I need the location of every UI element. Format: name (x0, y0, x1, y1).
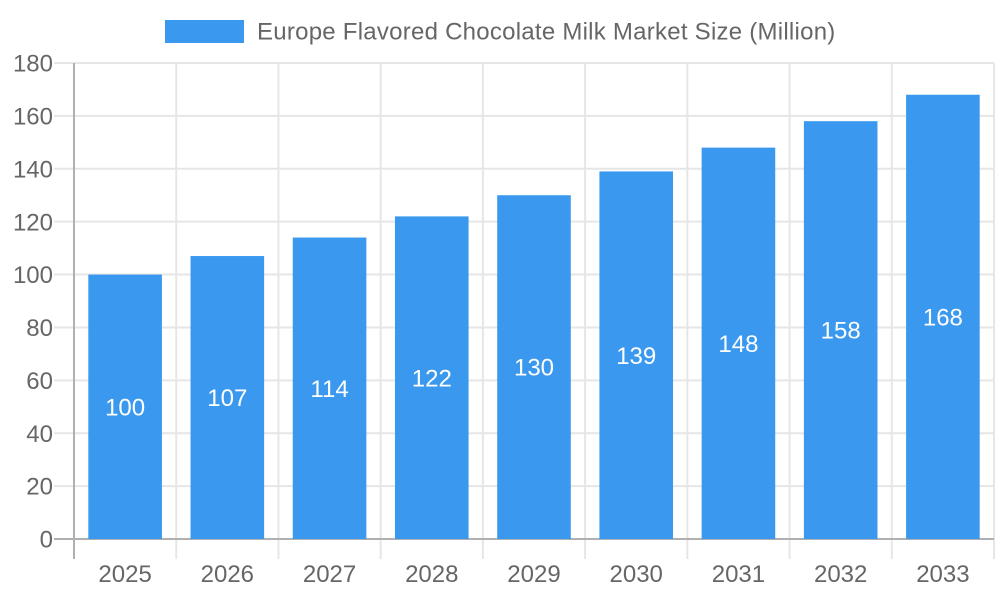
svg-text:2028: 2028 (405, 561, 458, 588)
svg-text:180: 180 (13, 51, 53, 78)
svg-text:20: 20 (26, 474, 53, 501)
svg-text:2031: 2031 (712, 561, 765, 588)
svg-text:2026: 2026 (201, 561, 254, 588)
svg-text:2025: 2025 (98, 561, 151, 588)
svg-text:100: 100 (13, 262, 53, 289)
svg-text:80: 80 (26, 315, 53, 342)
svg-text:Europe Flavored Chocolate Milk: Europe Flavored Chocolate Milk Market Si… (257, 19, 836, 46)
svg-text:139: 139 (616, 343, 656, 370)
svg-text:140: 140 (13, 156, 53, 183)
svg-text:100: 100 (105, 394, 145, 421)
svg-text:2032: 2032 (814, 561, 867, 588)
svg-text:120: 120 (13, 209, 53, 236)
svg-text:2033: 2033 (916, 561, 969, 588)
svg-text:107: 107 (207, 385, 247, 412)
svg-text:122: 122 (412, 365, 452, 392)
svg-text:158: 158 (821, 318, 861, 345)
svg-text:40: 40 (26, 421, 53, 448)
svg-text:2029: 2029 (507, 561, 560, 588)
svg-text:0: 0 (40, 527, 53, 554)
svg-text:114: 114 (310, 376, 348, 403)
svg-text:2030: 2030 (610, 561, 663, 588)
svg-text:130: 130 (514, 355, 554, 382)
svg-text:168: 168 (923, 304, 963, 331)
svg-text:60: 60 (26, 368, 53, 395)
svg-text:2027: 2027 (303, 561, 356, 588)
svg-text:160: 160 (13, 103, 53, 130)
svg-text:148: 148 (718, 331, 758, 358)
